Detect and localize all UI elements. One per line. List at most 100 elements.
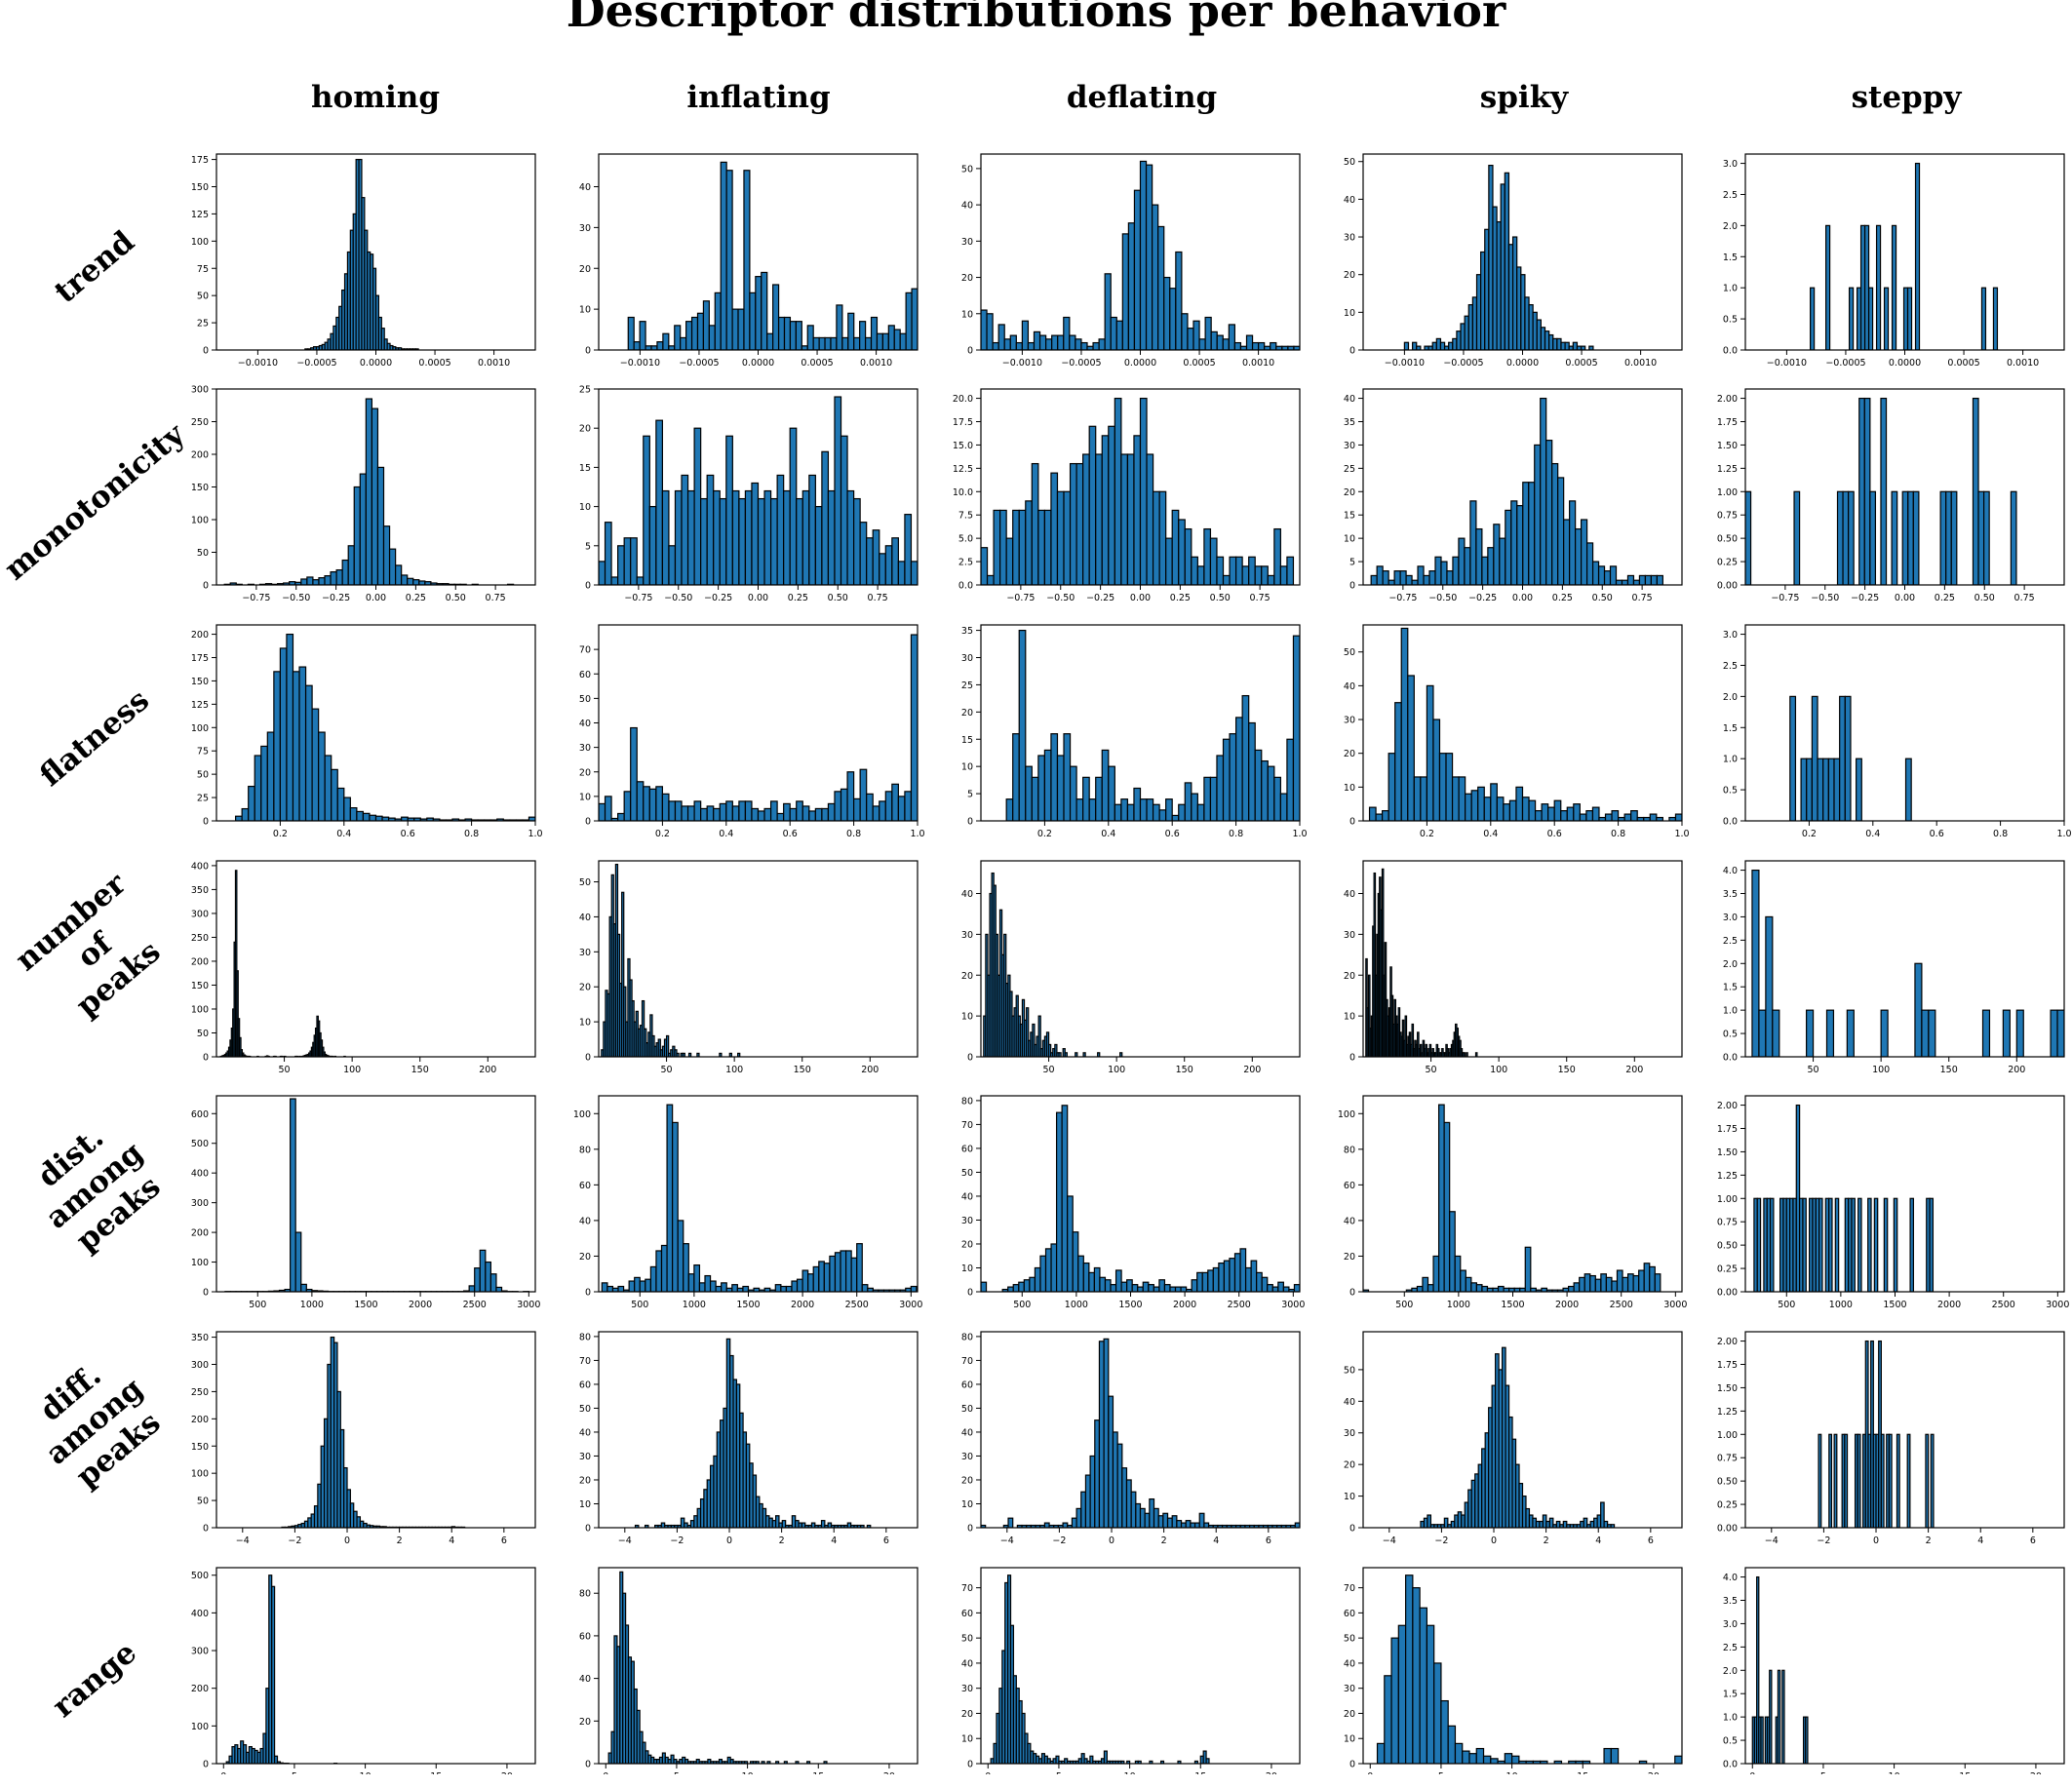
histogram-bar	[1417, 1287, 1423, 1292]
histogram-bar	[1394, 571, 1400, 585]
histogram-bar	[1121, 454, 1128, 585]
histogram-bar	[739, 499, 746, 585]
y-tick-label: 300	[191, 909, 209, 919]
histogram-bar	[1477, 275, 1481, 350]
y-tick-label: 40	[1344, 394, 1355, 405]
x-tick-label: 0.2	[273, 829, 288, 839]
histogram-bar	[860, 523, 867, 585]
histogram-bar	[797, 499, 803, 585]
histogram-bar	[1234, 1254, 1240, 1292]
y-tick-label: 500	[191, 1571, 209, 1581]
y-tick-label: 10	[1344, 1492, 1355, 1502]
histogram-bar	[419, 581, 425, 585]
histogram-bar	[1584, 1274, 1590, 1292]
histogram-bar	[1064, 491, 1071, 585]
histogram-bar	[1177, 1521, 1182, 1528]
y-tick-label: 50	[197, 548, 209, 559]
histogram-bar	[1864, 399, 1870, 585]
histogram-bar	[1271, 343, 1276, 350]
histogram-bar	[1931, 1434, 1934, 1528]
histogram-bar	[1199, 1513, 1204, 1528]
y-tick-label: 60	[961, 1144, 973, 1154]
y-tick-label: 40	[961, 201, 973, 212]
histogram-bar	[663, 333, 669, 350]
y-tick-label: 60	[579, 1181, 591, 1191]
histogram-bar	[1466, 794, 1472, 821]
histogram-bar	[1008, 1518, 1013, 1528]
histogram-bar	[1857, 758, 1862, 821]
histogram-bar	[1801, 758, 1807, 821]
histogram-bar	[1121, 799, 1128, 821]
histogram-bar	[1076, 464, 1083, 585]
histogram-bar	[1255, 566, 1262, 585]
histogram-bar	[1095, 1420, 1100, 1528]
y-tick-label: 0	[203, 1288, 209, 1299]
histogram-bar	[1093, 343, 1099, 350]
histogram-bar	[644, 787, 650, 821]
y-tick-label: 30	[1344, 930, 1355, 941]
histogram-bar	[413, 580, 419, 585]
histogram-bar	[1463, 1751, 1469, 1764]
histogram-bar	[744, 171, 750, 350]
bars	[305, 160, 418, 350]
histogram-bar	[1455, 1256, 1461, 1292]
histogram-bar	[786, 1287, 792, 1292]
histogram-bar	[371, 408, 377, 585]
histogram-bar	[1481, 253, 1485, 351]
bars	[1752, 871, 2064, 1057]
bars	[1790, 696, 1911, 821]
x-tick-label: 2500	[1610, 1300, 1633, 1310]
histogram-bar	[354, 487, 360, 586]
histogram-bar	[1240, 1249, 1246, 1292]
x-tick-label: 0.0000	[1506, 358, 1539, 369]
y-tick-label: 20	[579, 264, 591, 275]
y-tick-label: 60	[579, 1631, 591, 1642]
x-tick-label: 6	[2030, 1535, 2036, 1546]
y-tick-label: 300	[191, 1198, 209, 1209]
histogram-bar	[715, 292, 721, 350]
y-tick-label: 0	[585, 581, 591, 592]
histogram-bar	[1404, 342, 1408, 350]
y-tick-label: 125	[191, 210, 209, 220]
histogram-bar	[714, 808, 721, 821]
histogram-bar	[1745, 491, 1751, 585]
histogram-bar	[313, 580, 319, 585]
histogram-bar	[1484, 1756, 1491, 1764]
y-tick-label: 100	[573, 1109, 591, 1120]
y-tick-label: 20	[579, 1717, 591, 1728]
histogram-bar	[1488, 548, 1494, 585]
histogram-bar	[854, 337, 860, 350]
y-tick-label: 30	[1344, 441, 1355, 451]
histogram-bar	[1192, 1280, 1197, 1292]
x-tick-label: 50	[1426, 1065, 1437, 1075]
histogram-bar	[1567, 807, 1574, 821]
histogram-bar	[1134, 789, 1141, 822]
histogram-bar	[1076, 799, 1083, 821]
histogram-bar	[1569, 1287, 1575, 1292]
x-tick-label: 1500	[736, 1300, 760, 1310]
histogram-bar	[1881, 1434, 1884, 1528]
histogram-bar	[888, 326, 894, 350]
x-tick-label: 2	[1926, 1535, 1932, 1546]
histogram-bar	[1461, 324, 1465, 350]
axes-frame	[1363, 1096, 1682, 1292]
y-tick-label: 5	[1349, 558, 1355, 568]
histogram-bar	[802, 806, 809, 821]
histogram-bar	[1159, 810, 1166, 821]
histogram-bar	[1466, 1277, 1471, 1292]
histogram-bar	[1032, 777, 1038, 821]
x-tick-label: 0.75	[1632, 593, 1653, 603]
x-tick-label: 2000	[1173, 1300, 1196, 1310]
histogram-bar	[1778, 1670, 1779, 1764]
y-tick-label: 20	[1344, 487, 1355, 498]
bars	[608, 1572, 827, 1764]
histogram-bar	[1913, 491, 1919, 585]
histogram-bar	[242, 809, 249, 821]
histogram-bar	[1210, 777, 1217, 821]
histogram-bar	[1761, 1717, 1763, 1764]
histogram-bar	[988, 575, 995, 585]
histogram-bar	[312, 709, 319, 821]
x-tick-label: 2000	[791, 1300, 814, 1310]
